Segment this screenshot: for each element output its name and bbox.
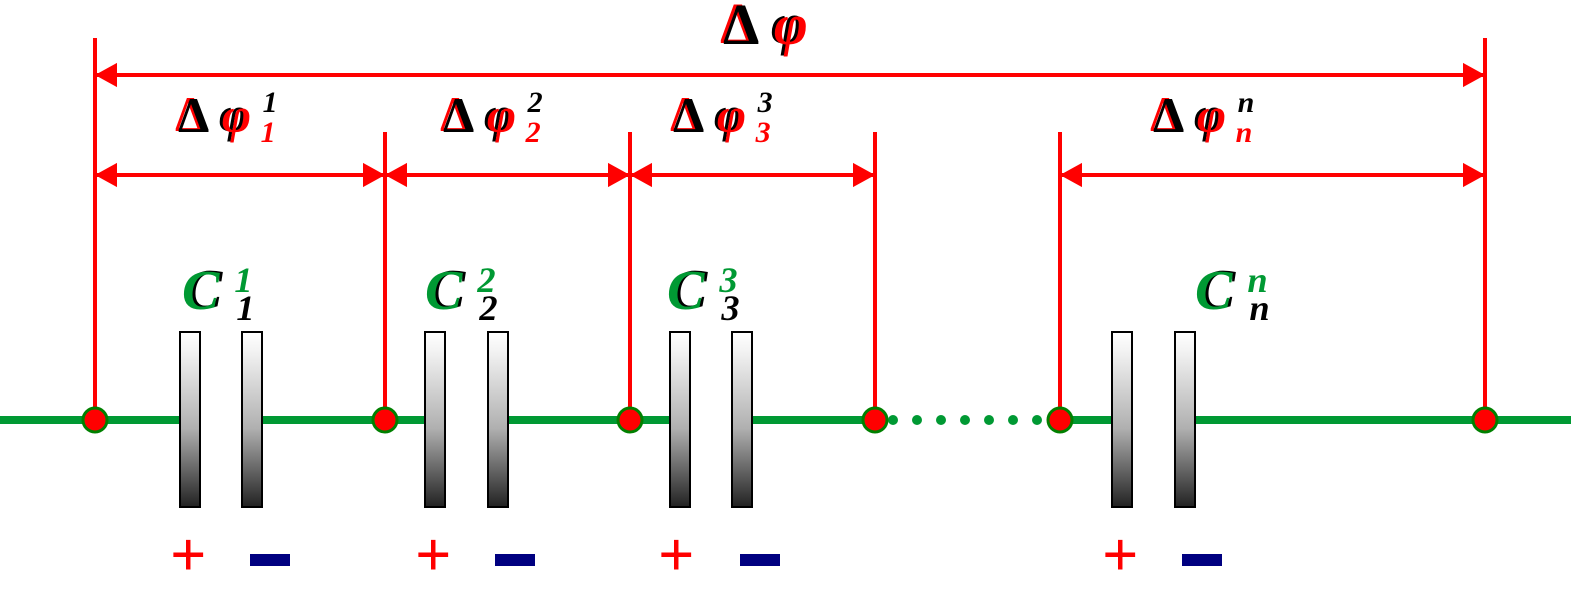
dimension-arrowhead <box>608 163 630 187</box>
continuation-dot <box>984 415 994 425</box>
dimension-arrowhead <box>363 163 385 187</box>
dimension-label-4: Δ Δ φ φ n n <box>1150 85 1252 150</box>
dimension-arrowhead <box>1463 163 1485 187</box>
polarity-minus <box>495 554 535 566</box>
capacitor-plate-right <box>242 332 262 507</box>
capacitor-label-3: C C 3 3 <box>670 258 740 329</box>
capacitor-plate-right <box>488 332 508 507</box>
continuation-dot <box>936 415 946 425</box>
node-dot <box>618 408 642 432</box>
continuation-dot <box>888 415 898 425</box>
polarity-plus: + <box>1102 536 1138 574</box>
capacitor-plate-left <box>1112 332 1132 507</box>
polarity-plus: + <box>658 536 694 574</box>
dimension-label-3: Δ Δ φ φ 3 3 <box>670 85 771 150</box>
dimension-arrowhead <box>95 63 117 87</box>
node-dot <box>1473 408 1497 432</box>
node-dot <box>83 408 107 432</box>
dimension-group <box>95 38 1485 420</box>
capacitor-label-4: C C n n <box>1198 258 1270 329</box>
capacitor-plate-left <box>425 332 445 507</box>
dimension-label-2: Δ Δ φ φ 2 2 <box>440 85 541 150</box>
continuation-dot <box>1008 415 1018 425</box>
polarity-minus <box>1182 554 1222 566</box>
dimension-arrowhead <box>95 163 117 187</box>
polarity-minus <box>740 554 780 566</box>
dimension-arrowhead <box>1060 163 1082 187</box>
continuation-dots <box>888 415 1042 425</box>
node-dot <box>373 408 397 432</box>
dimension-arrowhead <box>385 163 407 187</box>
continuation-dot <box>1032 415 1042 425</box>
capacitor-label-2: C C 2 2 <box>428 258 498 329</box>
capacitor-plate-right <box>732 332 752 507</box>
capacitor-plate-left <box>180 332 200 507</box>
capacitor-plate-left <box>670 332 690 507</box>
polarity-plus: + <box>170 536 206 574</box>
dimension-label-total: Δ Δ φ φ <box>720 0 805 57</box>
polarity-plus: + <box>415 536 451 574</box>
capacitor-label-1: C C 1 1 <box>185 258 255 329</box>
node-dot <box>863 408 887 432</box>
dimension-arrowhead <box>853 163 875 187</box>
continuation-dot <box>912 415 922 425</box>
node-dot <box>1048 408 1072 432</box>
continuation-dot <box>960 415 970 425</box>
dimension-arrowhead <box>1463 63 1485 87</box>
dimension-label-1: Δ Δ φ φ 1 1 <box>175 85 276 150</box>
polarity-minus <box>250 554 290 566</box>
dimension-arrowhead <box>630 163 652 187</box>
capacitor-plate-right <box>1175 332 1195 507</box>
